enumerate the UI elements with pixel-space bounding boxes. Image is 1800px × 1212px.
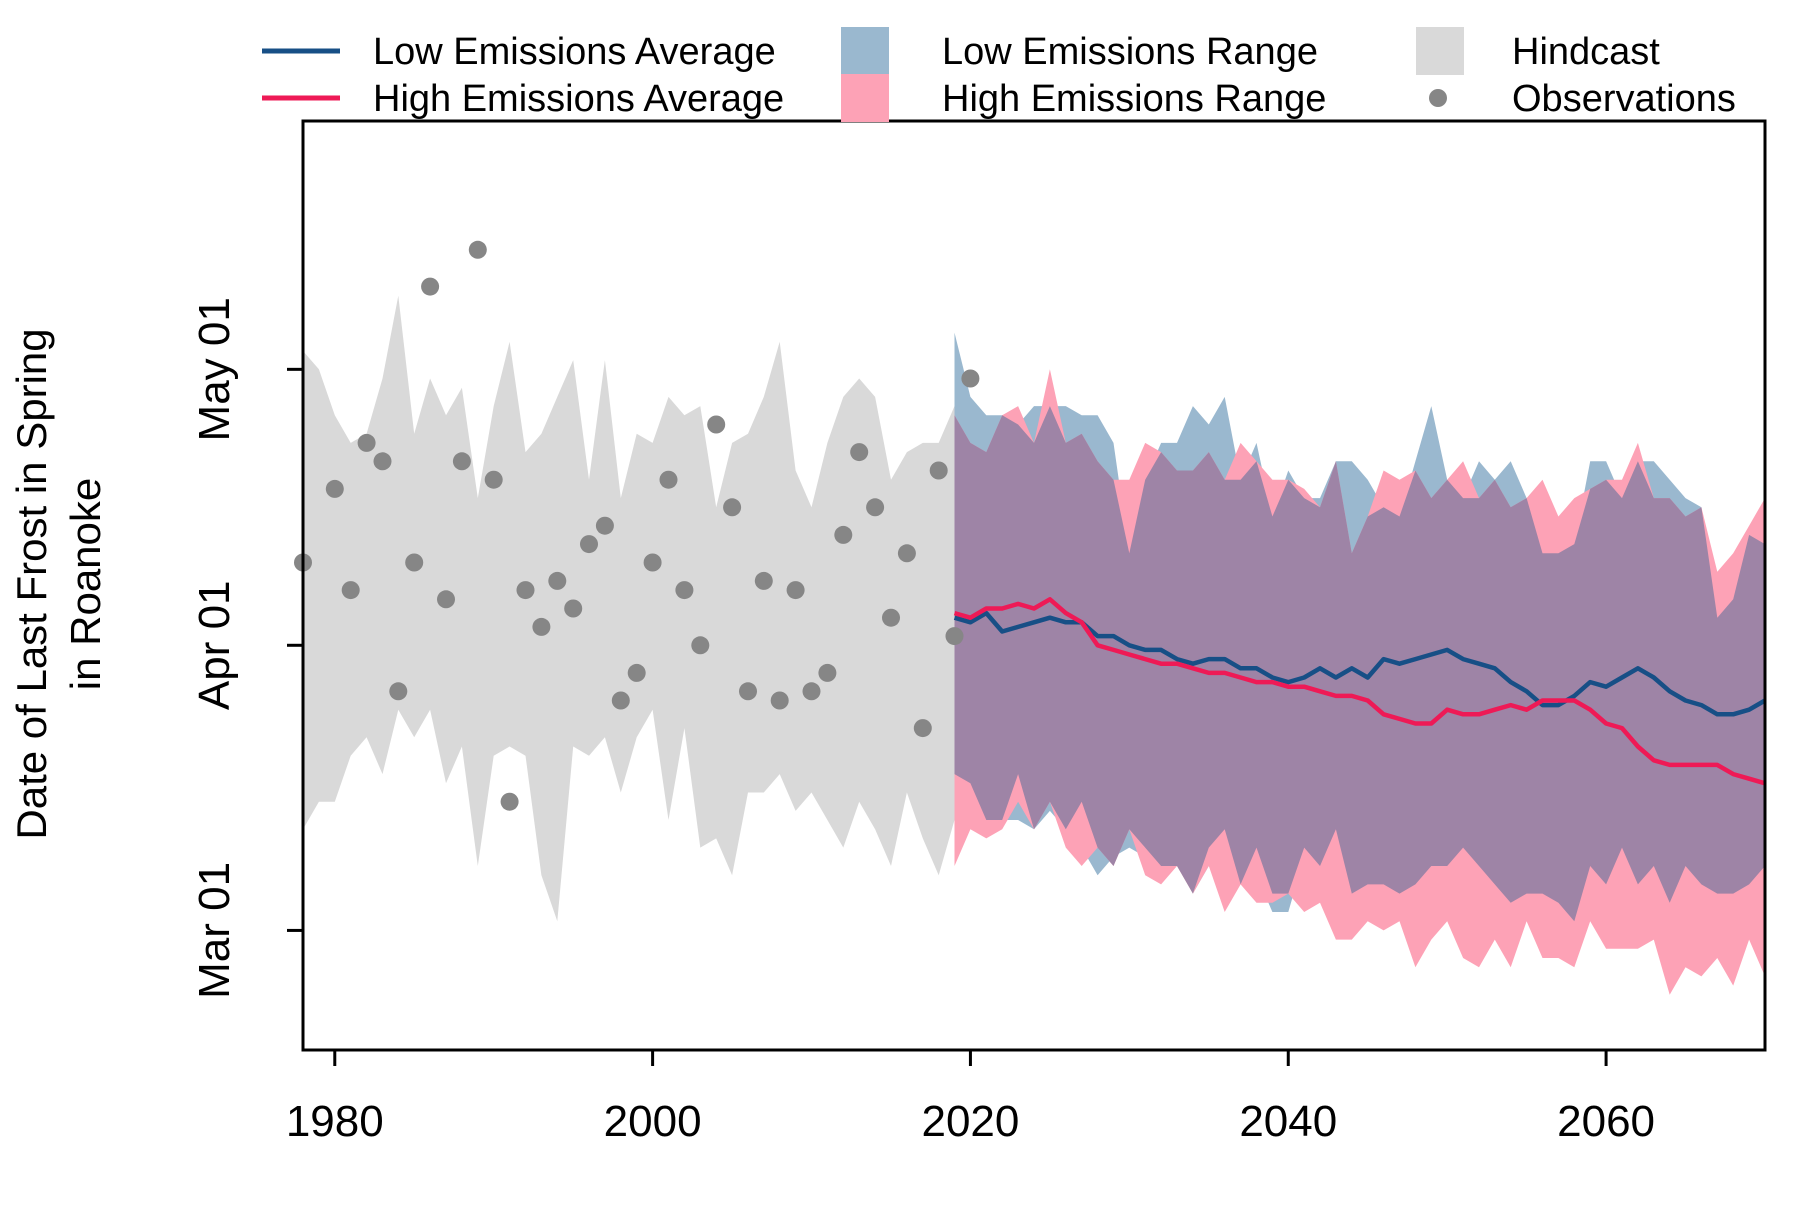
x-tick-label: 2020 <box>921 1097 1019 1146</box>
observation-point <box>850 443 869 462</box>
legend-label: Low Emissions Average <box>373 31 776 73</box>
hindcast-band-layer <box>303 295 955 922</box>
overlap-range-band <box>954 406 1765 922</box>
legend-item: High Emissions Average <box>262 78 784 120</box>
average-lines-layer <box>953 597 1767 786</box>
observation-point <box>500 792 519 811</box>
x-tick-label: 2000 <box>604 1097 702 1146</box>
observation-point <box>723 498 742 517</box>
x-tick-label: 2060 <box>1557 1097 1655 1146</box>
observation-point <box>929 461 948 480</box>
observation-point <box>866 498 885 517</box>
x-tick-label: 1980 <box>286 1097 384 1146</box>
legend-point-key <box>1429 89 1447 107</box>
observation-point <box>707 415 726 434</box>
observation-point <box>532 617 551 636</box>
x-tick-label: 2040 <box>1239 1097 1337 1146</box>
observation-point <box>882 608 900 627</box>
legend: Low Emissions Average High Emissions Aver… <box>262 27 1736 122</box>
y-axis-title-line-1: Date of Last Frost in Spring <box>8 328 55 839</box>
legend-item: Low Emissions Average <box>262 31 776 73</box>
legend-label: Low Emissions Range <box>942 31 1318 73</box>
plot-frame <box>301 119 1767 1052</box>
observation-point <box>468 240 487 259</box>
high-emissions-average-line <box>953 597 1766 786</box>
legend-label: Observations <box>1512 78 1736 120</box>
observation-point <box>659 470 678 489</box>
observation-point <box>611 691 630 710</box>
observation-point <box>739 682 757 701</box>
legend-box-key <box>1416 27 1464 75</box>
projection-bands-layer <box>954 332 1765 995</box>
legend-item: Low Emissions Range <box>841 27 1318 75</box>
observation-point <box>421 277 440 296</box>
y-tick-label: Apr 01 <box>190 580 239 710</box>
legend-label: High Emissions Range <box>942 78 1326 120</box>
observation-point <box>580 535 598 554</box>
observation-point <box>627 663 646 682</box>
observation-point <box>548 571 567 590</box>
observation-point <box>834 525 853 544</box>
observation-point <box>897 544 916 563</box>
observation-point <box>437 590 455 609</box>
observation-point <box>913 719 932 738</box>
legend-item: High Emissions Range <box>841 74 1326 122</box>
observation-point <box>961 369 980 388</box>
legend-label: High Emissions Average <box>373 78 784 120</box>
y-axis-title: Date of Last Frost in Spring in Roanoke <box>8 328 109 839</box>
observation-point <box>675 581 694 600</box>
y-axis-title-line-2: in Roanoke <box>62 478 109 690</box>
y-tick-label: May 01 <box>190 297 239 441</box>
y-tick-label: Mar 01 <box>190 862 239 999</box>
observation-point <box>595 516 614 535</box>
legend-label: Hindcast <box>1512 31 1660 73</box>
legend-item: Hindcast <box>1416 27 1660 75</box>
observation-point <box>373 452 392 471</box>
observation-point <box>516 581 535 600</box>
observation-point <box>643 553 662 572</box>
legend-box-key <box>841 74 889 122</box>
observation-point <box>754 571 773 590</box>
observation-point <box>405 553 424 572</box>
hindcast-band <box>303 295 955 922</box>
low-emissions-average-line <box>953 610 1767 717</box>
observation-point <box>770 691 789 710</box>
legend-item: Observations <box>1429 78 1736 120</box>
observation-point <box>818 663 837 682</box>
observation-point <box>325 479 344 498</box>
legend-box-key <box>841 27 889 75</box>
observation-point <box>357 433 376 452</box>
observation-points-layer <box>294 240 980 811</box>
axes-layer: 1980 2000 2020 2040 2060 Mar 01 Apr 01 May 01 <box>190 297 1655 1146</box>
observation-point <box>341 581 360 600</box>
observation-point <box>452 452 471 471</box>
observation-point <box>564 599 583 618</box>
observation-point <box>691 636 710 655</box>
observation-point <box>484 470 503 489</box>
observation-point <box>802 682 821 701</box>
observation-point <box>389 682 408 701</box>
observation-point <box>786 581 805 600</box>
observation-point <box>945 627 964 646</box>
